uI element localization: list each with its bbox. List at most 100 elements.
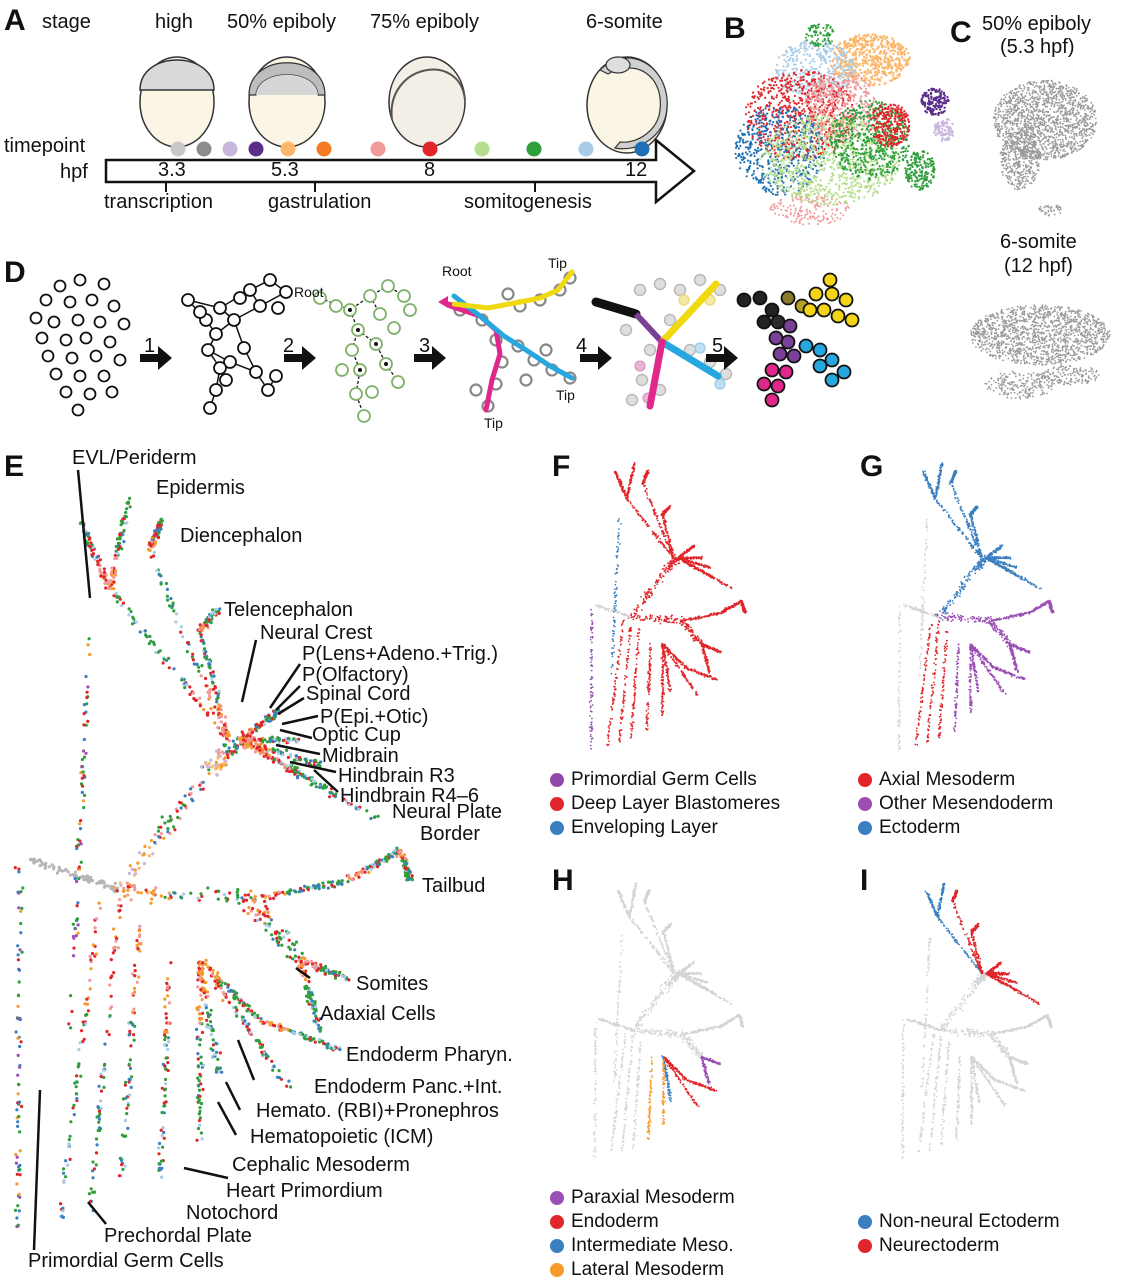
tree-branch — [936, 883, 945, 917]
panel-c-bottom-subtitle: (12 hpf) — [1004, 256, 1073, 277]
label-evl-periderm: EVL/Periderm — [72, 448, 197, 469]
tree-branch — [630, 614, 685, 624]
tree-branch — [681, 1025, 722, 1036]
label-heart-primordium: Heart Primordium — [226, 1181, 383, 1202]
label-spinal-cord: Spinal Cord — [306, 684, 411, 705]
tree-branch — [971, 923, 980, 933]
label-endoderm-pharyn: Endoderm Pharyn. — [346, 1045, 513, 1066]
tree-plot-f — [560, 440, 820, 770]
tree-branch — [643, 889, 650, 903]
tree-branch — [940, 1027, 990, 1037]
tree-branch — [1046, 1014, 1053, 1028]
stage-row-label: stage — [42, 12, 91, 33]
label-prechordal-plate: Prechordal Plate — [104, 1226, 252, 1247]
tree-branch — [951, 889, 958, 902]
tree-branch — [740, 600, 748, 614]
tree-branch — [924, 891, 939, 919]
tree-plot-h — [560, 860, 820, 1178]
tree-branch — [641, 469, 650, 485]
hpf-tick-3-3: 3.3 — [158, 160, 186, 181]
embryo-high-icon — [140, 57, 214, 147]
tree-branch — [660, 505, 671, 516]
legend-g-item-3: Ectoderm — [879, 817, 960, 839]
step-3-label: 3 — [419, 336, 430, 357]
assigned-cells-icon — [738, 274, 859, 407]
tree-branch — [685, 666, 718, 681]
hpf-tick-5-3: 5.3 — [271, 160, 299, 181]
label-notochord: Notochord — [186, 1203, 278, 1224]
legend-g-item-1: Axial Mesoderm — [879, 769, 1015, 791]
label-p-lens: P(Lens+Adeno.+Trig.) — [302, 644, 498, 665]
tree-branch — [1027, 1013, 1049, 1027]
tree-branch — [598, 1018, 635, 1032]
tree-branch — [646, 1057, 653, 1140]
legend-g-item-2: Other Mesendoderm — [879, 793, 1053, 815]
legend-dot-pgc — [550, 773, 564, 787]
tree-branch — [937, 631, 948, 739]
timepoint-row-label: timepoint — [4, 136, 85, 157]
tree-branch — [918, 1034, 936, 1152]
tree-branch — [955, 1056, 962, 1141]
tree-branch — [969, 506, 979, 517]
tree-branch — [914, 624, 933, 746]
tree-branch — [679, 973, 732, 1005]
tree-branch — [969, 1056, 973, 1125]
tree-branch — [680, 616, 705, 647]
hpf-tick-12: 12 — [625, 160, 647, 181]
step-1-label: 1 — [144, 336, 155, 357]
legend-h-item-4: Lateral Mesoderm — [571, 1259, 724, 1281]
tree-branch — [985, 557, 1042, 590]
panel-label-a: A — [4, 6, 26, 36]
tree-branch — [993, 667, 1025, 681]
legend-h: Paraxial Mesoderm Endoderm Intermediate … — [550, 1186, 735, 1282]
tree-branch — [628, 882, 637, 917]
legend-i-item-1: Non-neural Ectoderm — [879, 1211, 1060, 1233]
tip-paths-icon — [438, 272, 576, 412]
tree-branch — [680, 1032, 704, 1059]
panel-c-top-subtitle: (5.3 hpf) — [1000, 37, 1074, 58]
panel-c-bottom-title: 6-somite — [1000, 232, 1077, 253]
tip-label-bottom: Tip — [484, 416, 503, 430]
tree-branch — [953, 643, 960, 732]
tree-branch — [920, 937, 932, 1087]
label-hematopoietic-icm: Hematopoietic (ICM) — [250, 1127, 433, 1148]
tree-branch — [662, 923, 672, 934]
tree-branch — [897, 606, 902, 751]
legend-i: Non-neural Ectoderm Neurectoderm — [858, 1210, 1060, 1258]
legend-h-item-3: Intermediate Meso. — [571, 1235, 734, 1257]
tree-branch — [687, 1079, 718, 1091]
label-epidermis: Epidermis — [156, 478, 245, 499]
label-somites: Somites — [356, 974, 428, 995]
tree-branch — [720, 600, 741, 615]
tip-label-right: Tip — [556, 388, 575, 402]
tree-branch — [922, 470, 936, 499]
tree-branch — [990, 1026, 1028, 1036]
hpf-row-label: hpf — [60, 162, 88, 183]
label-cephalic-mesoderm: Cephalic Mesoderm — [232, 1155, 410, 1176]
legend-h-item-2: Endoderm — [571, 1211, 659, 1233]
tree-branch — [1048, 600, 1055, 614]
tree-branch — [972, 1055, 1007, 1106]
label-hemato-rbi-pronephros: Hemato. (RBI)+Pronephros — [256, 1101, 499, 1122]
label-tailbud: Tailbud — [422, 876, 485, 897]
tree-branch — [929, 1036, 943, 1152]
embryo-75-epiboly-icon — [389, 57, 465, 147]
label-telencephalon: Telencephalon — [224, 600, 353, 621]
tree-branch — [990, 611, 1031, 622]
tree-branch — [988, 973, 1040, 1005]
knn-graph-icon — [182, 274, 292, 414]
label-neural-plate: Neural Plate — [392, 802, 502, 823]
legend-f: Primordial Germ Cells Deep Layer Blastom… — [550, 768, 780, 840]
hpf-tick-8: 8 — [424, 160, 435, 181]
tsne-plot-6-somite — [960, 285, 1125, 445]
tree-branch — [987, 1031, 1012, 1061]
step-2-label: 2 — [283, 336, 294, 357]
tree-branch — [628, 568, 667, 620]
spanning-tree-icon — [314, 280, 416, 422]
process-transcription: transcription — [104, 192, 213, 213]
legend-dot-dlb — [550, 797, 564, 811]
scattered-cells-icon — [31, 275, 130, 416]
step-5-label: 5 — [712, 336, 723, 357]
embryo-50-epiboly-icon — [249, 57, 325, 147]
legend-g: Axial Mesoderm Other Mesendoderm Ectoder… — [858, 768, 1053, 840]
